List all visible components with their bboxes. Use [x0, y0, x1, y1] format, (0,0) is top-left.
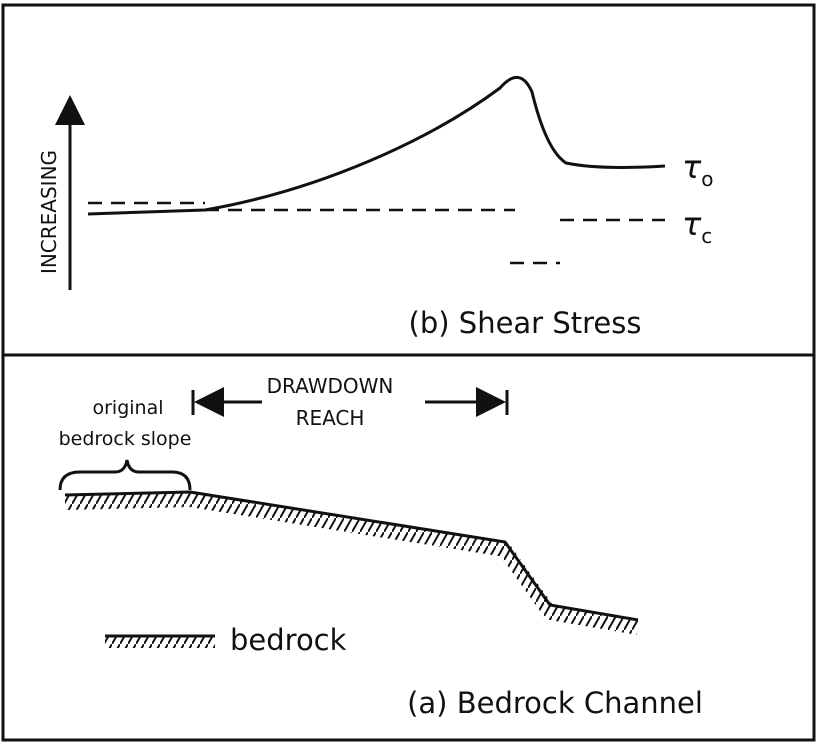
annotation: REACH	[296, 406, 365, 430]
annotation: original	[92, 397, 163, 419]
frame	[3, 5, 814, 740]
panel-caption: (a) Bedrock Channel	[407, 686, 703, 720]
tau-subscript: c	[701, 224, 712, 248]
panel-caption: (b) Shear Stress	[409, 306, 642, 340]
diagram: INCREASING τo τc (b) Shear Stress origin…	[0, 0, 817, 744]
tau-o-label: τo	[682, 148, 714, 191]
tau-symbol: τ	[682, 205, 702, 243]
tau-subscript: o	[701, 167, 713, 191]
legend-label: bedrock	[230, 623, 347, 657]
annotation: DRAWDOWN	[267, 374, 394, 398]
axis-label: INCREASING	[37, 150, 61, 274]
brace	[60, 460, 190, 490]
bedrock-surface	[65, 492, 638, 620]
annotation: bedrock slope	[59, 428, 192, 450]
tau-o-curve	[88, 77, 665, 214]
bedrock-hatch	[65, 500, 638, 628]
tau-c-label: τc	[682, 205, 712, 248]
tau-symbol: τ	[682, 148, 702, 186]
